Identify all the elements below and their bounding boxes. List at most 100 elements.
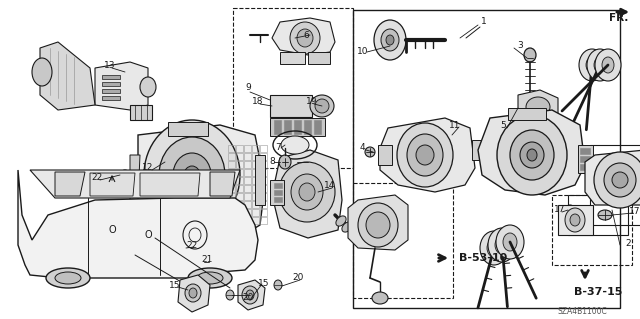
Ellipse shape [496,225,524,259]
Bar [353,183,453,298]
Ellipse shape [242,286,258,304]
Polygon shape [272,150,342,238]
Bar [508,108,546,120]
Polygon shape [18,170,258,278]
Ellipse shape [407,134,443,176]
Polygon shape [140,173,200,196]
Text: 12: 12 [142,164,154,173]
Text: 17: 17 [629,207,640,217]
Bar [244,185,251,192]
Polygon shape [95,62,148,110]
Bar [353,10,620,308]
Ellipse shape [579,49,605,81]
Bar [236,185,243,192]
Bar [252,153,259,160]
Text: 22: 22 [92,174,102,182]
Bar [244,201,251,208]
Text: B-37-15: B-37-15 [574,287,622,297]
Polygon shape [518,90,558,120]
Ellipse shape [497,115,567,195]
Text: 19: 19 [307,98,317,107]
Bar [260,177,267,184]
Bar [236,145,243,152]
Text: 14: 14 [324,181,336,189]
Polygon shape [155,238,235,250]
Bar [260,201,267,208]
Bar [280,52,305,64]
Bar [228,153,235,160]
Text: O: O [108,225,116,235]
Bar [260,209,267,216]
Bar [580,156,590,162]
Ellipse shape [46,268,90,288]
Bar [102,82,120,86]
Bar [590,145,640,225]
Text: O: O [144,230,152,240]
Ellipse shape [184,166,200,184]
Ellipse shape [594,57,606,73]
Bar [252,145,259,152]
Ellipse shape [315,99,329,113]
Ellipse shape [299,183,315,201]
Bar [260,217,267,224]
Ellipse shape [416,145,434,165]
Bar [244,193,251,200]
Ellipse shape [595,49,621,81]
Bar [228,145,235,152]
Ellipse shape [480,231,508,265]
Bar [228,169,235,176]
Ellipse shape [570,214,580,226]
Bar [228,209,235,216]
Ellipse shape [291,174,323,210]
Text: 2: 2 [625,239,631,248]
Bar [252,161,259,168]
Bar [552,195,632,265]
Bar [274,197,282,202]
Bar [260,169,267,176]
Bar [568,195,628,235]
Bar [236,177,243,184]
Ellipse shape [246,290,254,300]
Bar [236,169,243,176]
Bar [228,217,235,224]
Bar [102,89,120,93]
Text: 3: 3 [517,41,523,49]
Ellipse shape [495,236,509,254]
Text: 18: 18 [252,98,264,107]
Ellipse shape [381,29,399,51]
Text: 21: 21 [202,256,212,264]
Bar [244,145,251,152]
Text: 13: 13 [104,61,116,70]
Ellipse shape [196,258,204,266]
Bar [244,209,251,216]
Bar [168,122,208,136]
Text: 4: 4 [359,144,365,152]
Text: 17: 17 [554,205,566,214]
Ellipse shape [598,210,612,220]
Ellipse shape [372,292,388,304]
Ellipse shape [185,284,201,302]
Polygon shape [585,150,640,205]
Bar [252,209,259,216]
Ellipse shape [510,130,554,180]
Bar [260,153,267,160]
Ellipse shape [189,288,197,298]
Bar [472,140,484,160]
Polygon shape [178,275,210,312]
Ellipse shape [386,35,394,45]
Ellipse shape [274,280,282,290]
Bar [260,145,267,152]
Bar [578,145,593,173]
Ellipse shape [120,170,130,180]
Bar [284,120,291,134]
Text: 20: 20 [292,273,304,283]
Bar [260,185,267,192]
Ellipse shape [488,228,516,262]
Text: 7: 7 [275,144,281,152]
Bar [130,105,152,120]
Ellipse shape [594,152,640,208]
Bar [252,169,259,176]
Bar [252,201,259,208]
Bar [580,148,590,154]
Text: B-53-10: B-53-10 [459,253,507,263]
